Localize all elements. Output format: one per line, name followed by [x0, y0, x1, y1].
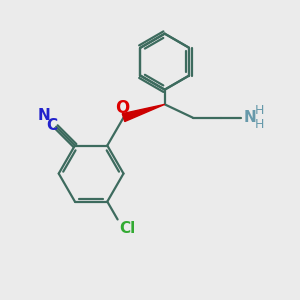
Text: H: H: [254, 104, 264, 117]
Text: H: H: [254, 118, 264, 130]
Text: O: O: [115, 99, 129, 117]
Polygon shape: [122, 104, 165, 122]
Text: N: N: [244, 110, 256, 124]
Text: Cl: Cl: [119, 221, 135, 236]
Text: N: N: [38, 108, 50, 123]
Text: C: C: [46, 118, 57, 133]
